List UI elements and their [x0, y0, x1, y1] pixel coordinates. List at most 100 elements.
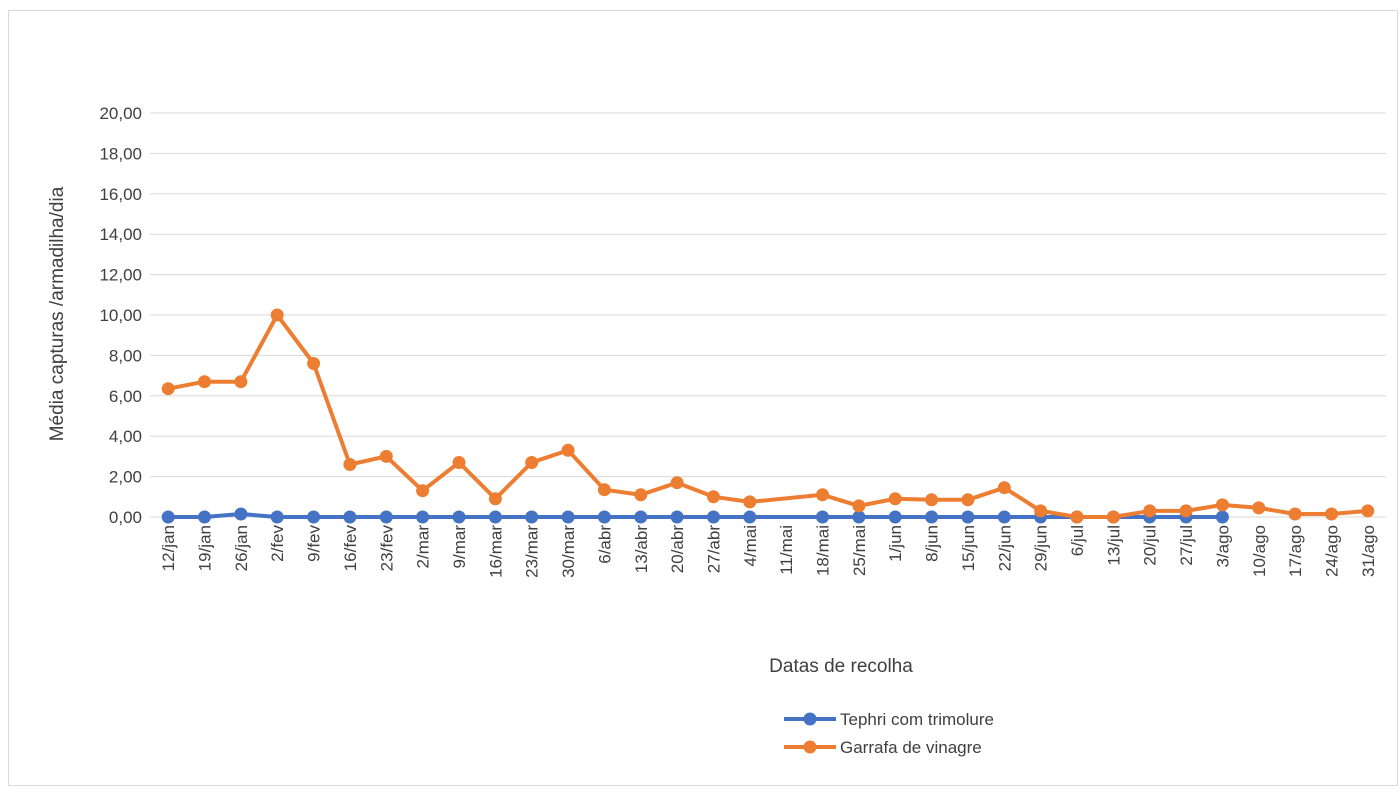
x-tick-label: 24/ago: [1322, 525, 1341, 577]
x-tick-label: 2/fev: [268, 525, 287, 562]
legend: Tephri com trimolure Garrafa de vinagre: [784, 710, 994, 757]
data-point: [888, 492, 902, 506]
data-point: [1288, 507, 1302, 521]
data-point: [961, 510, 975, 524]
y-axis-tick-labels: 0,00 2,00 4,00 6,00 8,00 10,00 12,00 14,00 16,00…: [99, 104, 142, 527]
x-tick-label: 17/ago: [1286, 525, 1305, 577]
data-point: [707, 510, 720, 524]
data-point: [561, 510, 575, 524]
x-tick-label: 9/fev: [305, 525, 324, 562]
data-point: [1215, 498, 1229, 512]
x-tick-label: 10/ago: [1250, 525, 1269, 577]
gridlines: [150, 112, 1386, 518]
x-tick-label: 8/jun: [923, 525, 942, 562]
x-tick-label: 16/fev: [341, 525, 360, 572]
data-point: [925, 510, 939, 524]
legend-marker: [803, 740, 817, 754]
data-point: [307, 357, 321, 370]
x-tick-label: 15/jun: [959, 525, 978, 571]
data-point: [670, 476, 684, 490]
data-point: [743, 510, 757, 524]
legend-label: Tephri com trimolure: [840, 710, 994, 729]
y-tick-label: 10,00: [99, 306, 142, 325]
legend-item: Garrafa de vinagre: [784, 738, 982, 757]
y-tick-label: 18,00: [99, 144, 142, 163]
x-tick-label: 6/jul: [1068, 525, 1087, 556]
data-point: [488, 492, 502, 506]
x-tick-label: 18/mai: [814, 525, 833, 576]
chart-area: [8, 10, 1398, 786]
data-point: [1106, 510, 1120, 524]
y-tick-label: 20,00: [99, 104, 142, 123]
data-point: [925, 493, 939, 507]
data-point: [1361, 504, 1375, 518]
data-point: [1179, 504, 1193, 518]
series-line: [166, 313, 1370, 519]
data-point: [670, 510, 684, 524]
data-point: [307, 510, 321, 524]
x-tick-label: 29/jun: [1032, 525, 1051, 571]
x-tick-label: 23/fev: [377, 525, 396, 572]
x-tick-label: 13/abr: [632, 525, 651, 574]
data-point: [888, 510, 902, 524]
y-tick-label: 4,00: [109, 427, 142, 446]
x-tick-label: 11/mai: [777, 525, 796, 575]
legend-label: Garrafa de vinagre: [840, 738, 982, 757]
x-tick-label: 13/jul: [1104, 525, 1123, 566]
data-point: [816, 488, 829, 502]
data-point: [997, 510, 1011, 524]
data-point: [234, 375, 248, 389]
y-tick-label: 16,00: [99, 185, 142, 204]
x-tick-label: 9/mar: [450, 525, 469, 569]
data-point: [198, 375, 211, 389]
data-point: [488, 510, 502, 524]
data-point: [452, 456, 466, 469]
x-tick-label: 1/jun: [886, 525, 905, 562]
data-point: [634, 510, 648, 524]
x-axis-tick-labels: 12/jan 19/jan 26/jan 2/fev 9/fev 16/fev 23/fev…: [159, 525, 1378, 578]
data-point: [852, 510, 866, 524]
x-tick-label: 25/mai: [850, 525, 869, 576]
y-tick-label: 6,00: [109, 387, 142, 406]
series-2: [161, 308, 1375, 524]
data-point: [270, 308, 284, 322]
legend-item: Tephri com trimolure: [784, 710, 994, 729]
data-point: [1215, 510, 1229, 524]
data-point: [161, 510, 175, 524]
data-point: [161, 382, 175, 396]
data-point: [343, 510, 357, 524]
data-point: [1034, 504, 1048, 518]
y-tick-label: 0,00: [109, 508, 142, 527]
x-tick-label: 27/abr: [704, 525, 723, 574]
data-point: [525, 510, 539, 524]
data-point: [597, 483, 611, 497]
x-tick-label: 20/jul: [1141, 525, 1160, 566]
x-tick-label: 4/mai: [741, 525, 760, 567]
data-point: [234, 507, 248, 521]
data-point: [852, 499, 866, 513]
data-point: [343, 458, 357, 471]
data-point: [743, 495, 757, 509]
x-tick-label: 31/ago: [1359, 525, 1378, 577]
data-point: [961, 493, 975, 507]
data-point: [707, 490, 720, 504]
x-tick-label: 16/mar: [486, 525, 505, 578]
series-lines: [161, 308, 1375, 524]
x-tick-label: 22/jun: [995, 525, 1014, 571]
data-point: [379, 510, 393, 524]
y-tick-label: 8,00: [109, 346, 142, 365]
x-tick-label: 3/ago: [1213, 525, 1232, 568]
data-point: [416, 510, 430, 524]
y-tick-label: 12,00: [99, 266, 142, 285]
data-point: [1143, 504, 1157, 518]
data-point: [816, 510, 829, 524]
x-tick-label: 23/mar: [523, 525, 542, 578]
legend-marker: [803, 712, 817, 726]
y-axis-title: Média capturas /armadilha/dia: [47, 186, 68, 441]
x-axis-title: Datas de recolha: [769, 656, 913, 677]
x-tick-label: 2/mar: [414, 525, 433, 569]
x-tick-label: 6/abr: [595, 525, 614, 564]
data-point: [1252, 501, 1266, 515]
x-tick-label: 30/mar: [559, 525, 578, 578]
